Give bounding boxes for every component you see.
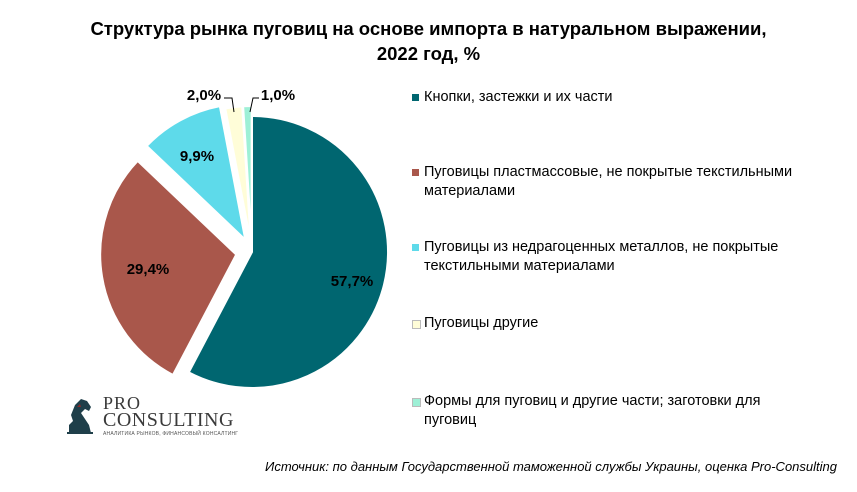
knight-logo-icon — [63, 395, 97, 435]
chart-title-line-2: 2022 год, % — [376, 43, 481, 64]
legend-swatch — [412, 94, 419, 101]
chart-title-line-1: Структура рынка пуговиц на основе импорт… — [90, 18, 767, 39]
legend-label: Пуговицы из недрагоценных металлов, не п… — [424, 239, 779, 274]
legend-swatch — [412, 169, 419, 176]
pie-slice-2 — [145, 104, 247, 243]
data-label-1: 29,4% — [127, 261, 170, 278]
legend-label: Пуговицы другие — [424, 315, 539, 331]
legend-label: Кнопки, застежки и их части — [424, 89, 613, 105]
logo-tagline: АНАЛИТИКА РЫНКОВ, ФИНАНСОВЫЙ КОНСАЛТИНГ — [103, 431, 239, 437]
pie-slice-1 — [99, 159, 238, 377]
data-label-4: 1,0% — [261, 87, 295, 104]
legend-item-plastic-buttons: Пуговицы пластмассовые, не покрытые текс… — [412, 163, 812, 201]
legend-item-other-buttons: Пуговицы другие — [412, 314, 812, 333]
chart-title: Структура рынка пуговиц на основе импорт… — [0, 16, 857, 66]
pie-slice-0 — [187, 114, 389, 389]
logo-text-consulting: CONSULTING — [103, 409, 234, 431]
legend-item-metal-buttons: Пуговицы из недрагоценных металлов, не п… — [412, 238, 812, 276]
data-label-3: 2,0% — [187, 87, 221, 104]
legend-swatch — [412, 244, 419, 251]
data-label-0: 57,7% — [331, 273, 374, 290]
legend-swatch — [412, 398, 421, 407]
leader-line-3 — [224, 97, 235, 113]
legend-item-button-forms: Формы для пуговиц и другие части; загото… — [412, 392, 812, 430]
source-note: Источник: по данным Государственной тамо… — [265, 459, 837, 474]
legend-swatch — [412, 320, 421, 329]
pro-consulting-logo: PRO CONSULTING АНАЛИТИКА РЫНКОВ, ФИНАНСО… — [63, 393, 238, 443]
logo-text-pro: PRO — [103, 393, 142, 413]
data-label-2: 9,9% — [180, 148, 214, 165]
leader-line-4 — [249, 97, 259, 113]
legend-label: Формы для пуговиц и другие части; загото… — [424, 393, 761, 428]
legend-item-buttons-fasteners: Кнопки, застежки и их части — [412, 88, 812, 107]
legend-label: Пуговицы пластмассовые, не покрытые текс… — [424, 164, 793, 199]
